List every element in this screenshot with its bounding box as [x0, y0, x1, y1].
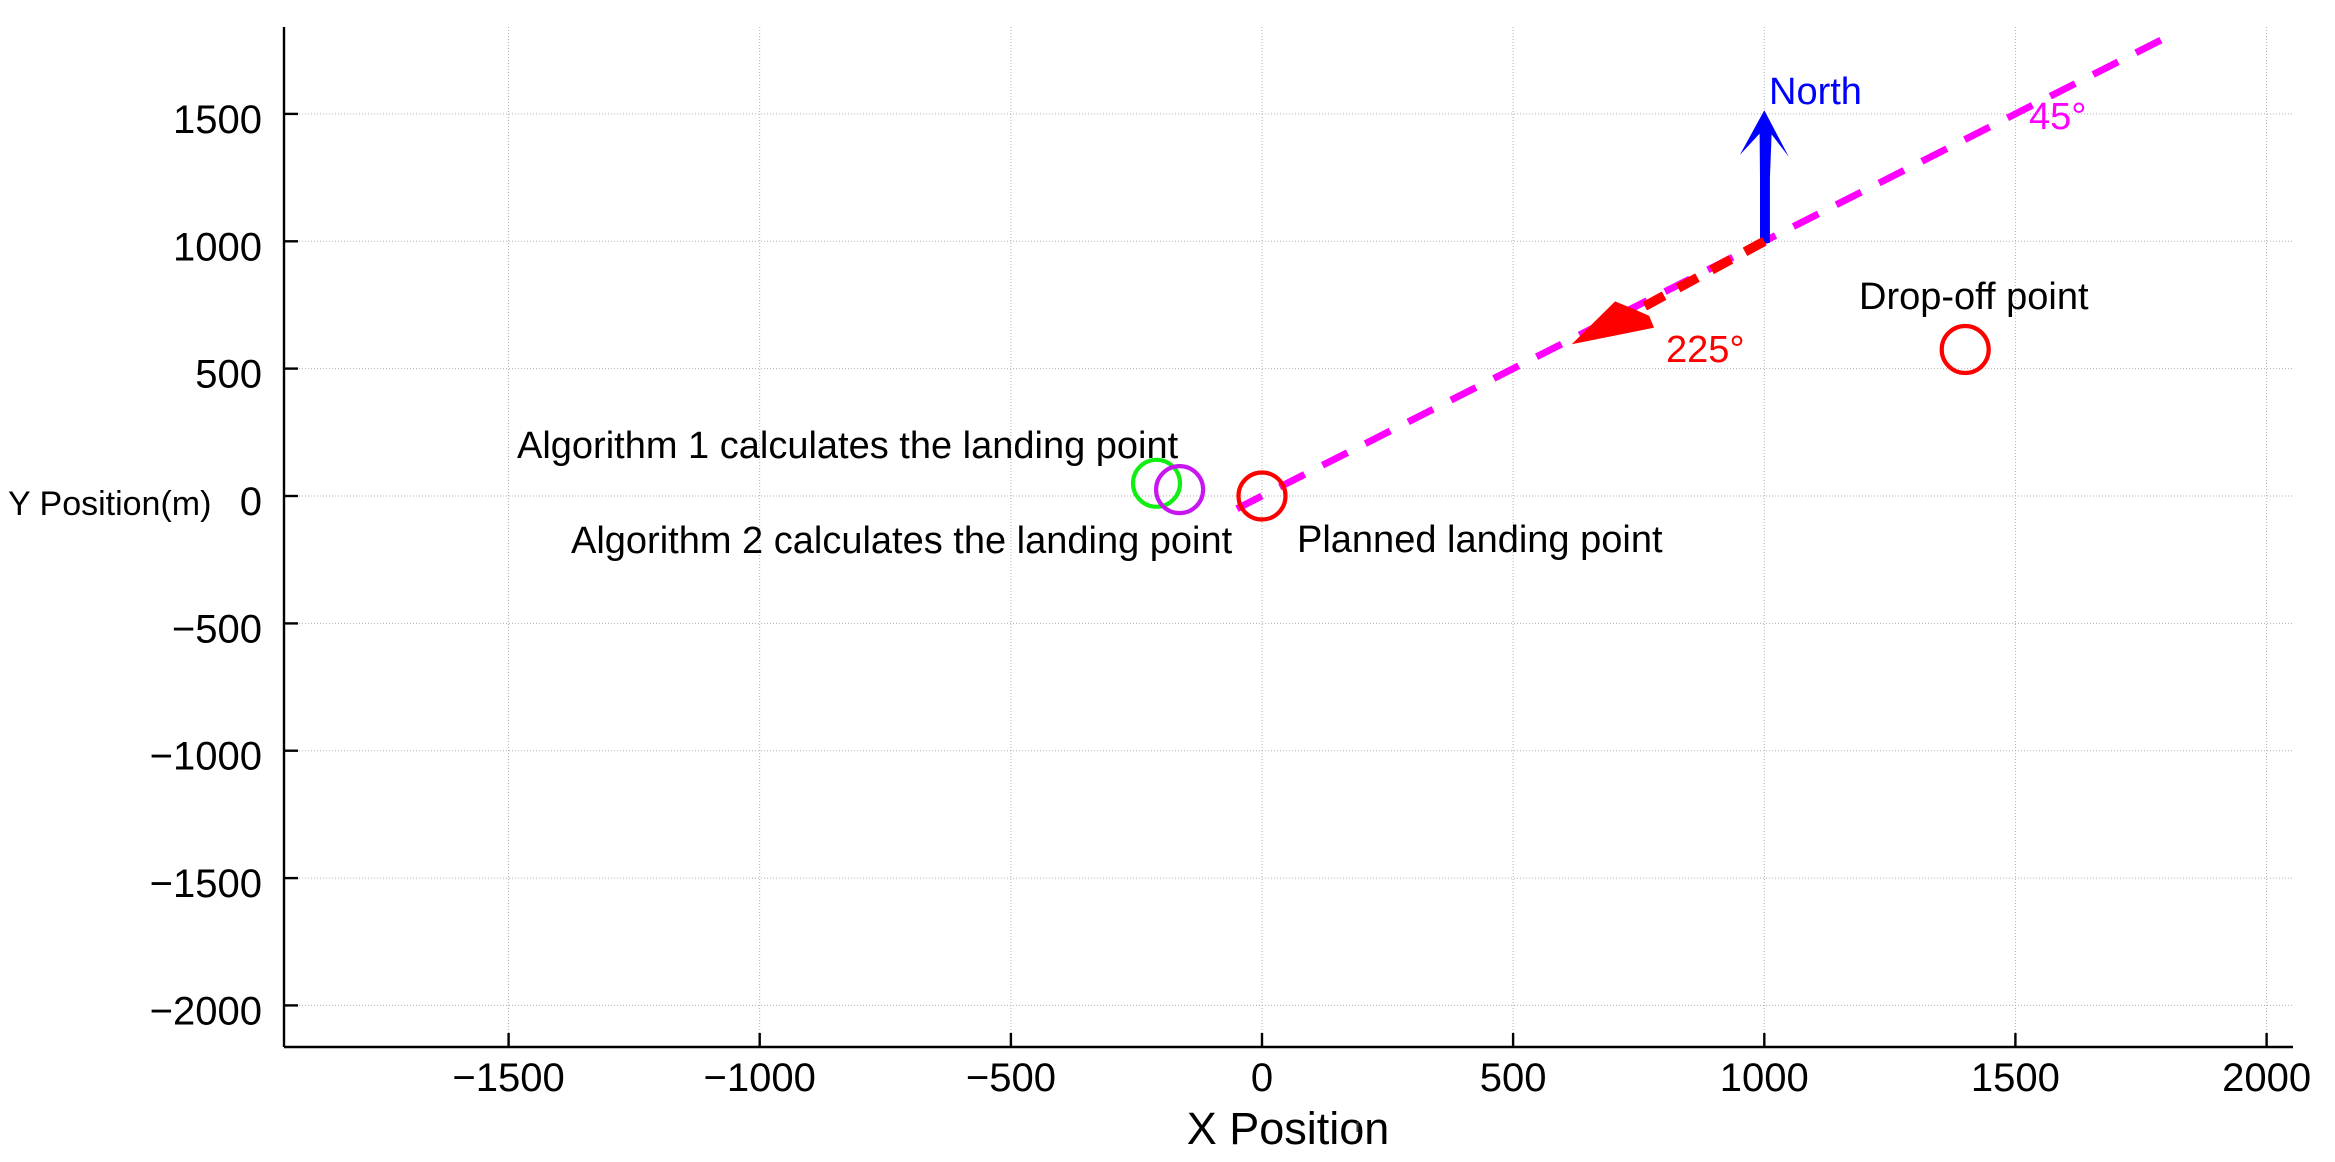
svg-text:Planned landing point: Planned landing point [1297, 519, 1663, 561]
svg-text:500: 500 [1480, 1056, 1547, 1100]
svg-text:2000: 2000 [2222, 1056, 2311, 1100]
svg-text:−2000: −2000 [150, 989, 262, 1033]
svg-text:45°: 45° [2029, 96, 2086, 138]
svg-text:−1500: −1500 [452, 1056, 564, 1100]
svg-text:225°: 225° [1666, 329, 1745, 371]
svg-text:0: 0 [1251, 1056, 1273, 1100]
svg-text:Algorithm 1 calculates the lan: Algorithm 1 calculates the landing point [517, 425, 1179, 467]
svg-text:−1000: −1000 [150, 735, 262, 779]
svg-text:−1500: −1500 [150, 862, 262, 906]
svg-text:0: 0 [240, 480, 262, 524]
svg-text:−1000: −1000 [704, 1056, 816, 1100]
svg-text:−500: −500 [172, 607, 262, 651]
svg-text:Drop-off point: Drop-off point [1859, 276, 2089, 318]
svg-text:Y Position(m): Y Position(m) [8, 485, 211, 523]
svg-text:−500: −500 [966, 1056, 1056, 1100]
svg-text:1000: 1000 [173, 225, 262, 269]
svg-text:North: North [1769, 71, 1862, 113]
svg-text:X Position: X Position [1187, 1103, 1390, 1154]
svg-text:1000: 1000 [1720, 1056, 1809, 1100]
svg-text:1500: 1500 [1971, 1056, 2060, 1100]
svg-text:500: 500 [195, 353, 262, 397]
svg-text:Algorithm 2 calculates the lan: Algorithm 2 calculates the landing point [571, 520, 1233, 562]
svg-text:1500: 1500 [173, 98, 262, 142]
